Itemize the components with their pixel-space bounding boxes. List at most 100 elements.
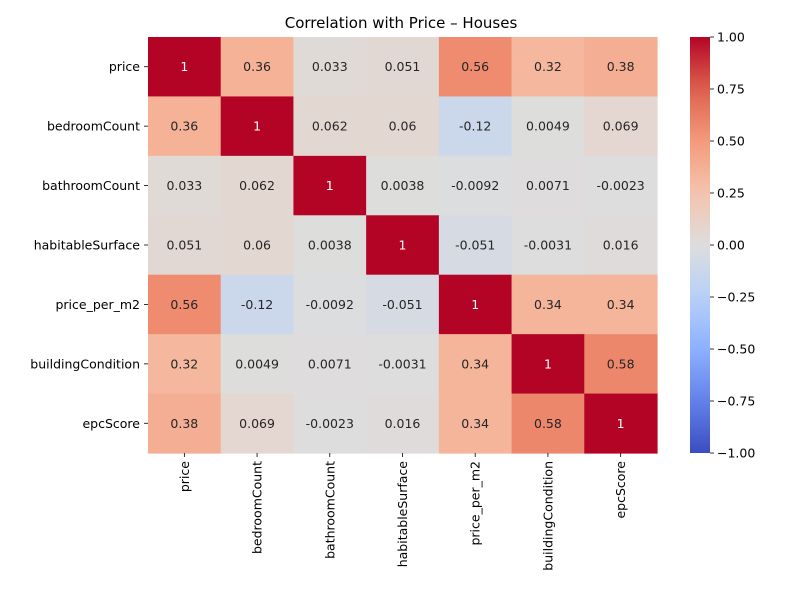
x-tick-label: price_per_m2	[468, 461, 483, 546]
cell-value-label: 0.016	[603, 238, 639, 253]
cell-value-label: 1	[180, 59, 188, 74]
cell-value-label: 0.0038	[381, 178, 425, 193]
cell-value-label: -0.0023	[306, 416, 354, 431]
heatmap-cell	[220, 155, 295, 216]
cell-value-label: 1	[544, 356, 552, 371]
heatmap-cell	[148, 96, 222, 157]
cell-value-label: -0.12	[241, 297, 273, 312]
heatmap-cell	[584, 274, 658, 335]
cell-value-label: 0.36	[170, 119, 198, 134]
cell-value-label: 0.069	[239, 416, 275, 431]
cell-value-label: 0.06	[389, 119, 417, 134]
heatmap-cell	[366, 155, 440, 216]
cell-value-label: 0.033	[312, 59, 348, 74]
heatmap-cell	[148, 155, 222, 216]
chart-title: Correlation with Price – Houses	[285, 14, 518, 32]
heatmap-cell	[293, 96, 367, 157]
y-tick-label: price_per_m2	[55, 297, 140, 312]
colorbar-tick-label: 1.00	[717, 30, 745, 45]
heatmap-cell	[511, 334, 585, 395]
heatmap-cell	[584, 96, 658, 157]
cell-value-label: 1	[253, 119, 261, 134]
colorbar-tick-label: 0.75	[717, 82, 745, 97]
cell-value-label: 1	[326, 178, 334, 193]
x-tick-labels: price bedroomCount bathroomCount habitableS…	[177, 453, 628, 571]
heatmap-cell	[366, 215, 440, 276]
cell-value-label: 0.58	[534, 416, 562, 431]
colorbar: 1.00 0.75 0.50 0.25 0.00 −0.25 −0.50 −0.75 −1.00	[690, 30, 755, 461]
x-tick-label: epcScore	[613, 461, 628, 519]
colorbar-tick-label: 0.50	[717, 134, 745, 149]
heatmap-cell	[220, 96, 295, 157]
cell-value-label: 0.033	[166, 178, 202, 193]
cell-value-label: -0.0092	[306, 297, 354, 312]
x-tick-label: habitableSurface	[395, 461, 410, 568]
cell-value-label: 0.38	[607, 59, 635, 74]
heatmap-cell	[511, 274, 585, 335]
cell-value-label: 0.0038	[308, 238, 352, 253]
heatmap-cell	[438, 393, 513, 454]
cell-value-label: 0.56	[461, 59, 489, 74]
cell-value-label: -0.0031	[524, 238, 572, 253]
cell-value-label: 0.0071	[308, 356, 352, 371]
cell-value-label: 0.051	[166, 238, 202, 253]
x-tick-label: bathroomCount	[322, 461, 337, 559]
heatmap-cell	[584, 334, 658, 395]
cell-value-label: -0.051	[382, 297, 422, 312]
heatmap-cell	[148, 215, 222, 276]
heatmap-cell	[148, 334, 222, 395]
y-tick-label: price	[109, 59, 140, 74]
heatmap-cell	[584, 155, 658, 216]
colorbar-tick-label: 0.00	[717, 238, 745, 253]
heatmap-cell	[148, 393, 222, 454]
heatmap-cell	[148, 37, 222, 98]
cell-value-label: 0.34	[461, 356, 489, 371]
heatmap-cell	[293, 37, 367, 98]
heatmap-cell	[584, 215, 658, 276]
heatmap-cell	[293, 215, 367, 276]
cell-value-label: 0.32	[534, 59, 562, 74]
cell-value-label: -0.0023	[597, 178, 645, 193]
colorbar-tick-label: −0.75	[717, 394, 755, 409]
cell-value-label: 0.069	[603, 119, 639, 134]
y-tick-label: bathroomCount	[42, 178, 140, 193]
heatmap-cell	[293, 274, 367, 335]
heatmap-cell	[511, 393, 585, 454]
cell-value-label: 0.32	[170, 356, 198, 371]
cell-value-label: 0.0049	[526, 119, 570, 134]
cell-value-label: 0.0071	[526, 178, 570, 193]
colorbar-tick-label: 0.25	[717, 186, 745, 201]
cell-value-label: 1	[617, 416, 625, 431]
cell-value-label: 0.062	[239, 178, 275, 193]
cell-value-label: 0.0049	[235, 356, 279, 371]
x-tick-label: bedroomCount	[250, 461, 265, 554]
cell-value-label: 0.34	[534, 297, 562, 312]
heatmap-cell	[438, 274, 513, 335]
heatmap-cell	[511, 96, 585, 157]
heatmap-cells: 1 0.36 0.033 0.051 0.56 0.32 0.38 0.36 1 0.062 0.0…	[148, 37, 658, 454]
heatmap-cell	[511, 155, 585, 216]
colorbar-tick-label: −0.25	[717, 290, 755, 305]
y-tick-labels: price bedroomCount bathroomCount habitableS…	[30, 59, 148, 431]
heatmap-cell	[366, 274, 440, 335]
colorbar-tick-label: −0.50	[717, 342, 755, 357]
heatmap-cell	[584, 393, 658, 454]
y-tick-label: buildingCondition	[30, 356, 140, 371]
heatmap-cell	[366, 334, 440, 395]
heatmap-cell	[293, 334, 367, 395]
heatmap-cell	[293, 155, 367, 216]
cell-value-label: 0.38	[170, 416, 198, 431]
cell-value-label: 0.34	[461, 416, 489, 431]
heatmap-cell	[220, 215, 295, 276]
cell-value-label: 0.56	[170, 297, 198, 312]
x-tick-label: price	[177, 461, 192, 492]
cell-value-label: 1	[471, 297, 479, 312]
colorbar-tick-label: −1.00	[717, 446, 755, 461]
heatmap-cell	[366, 37, 440, 98]
cell-value-label: 0.58	[607, 356, 635, 371]
y-tick-label: bedroomCount	[47, 119, 140, 134]
y-tick-label: habitableSurface	[34, 238, 141, 253]
cell-value-label: 0.051	[385, 59, 421, 74]
